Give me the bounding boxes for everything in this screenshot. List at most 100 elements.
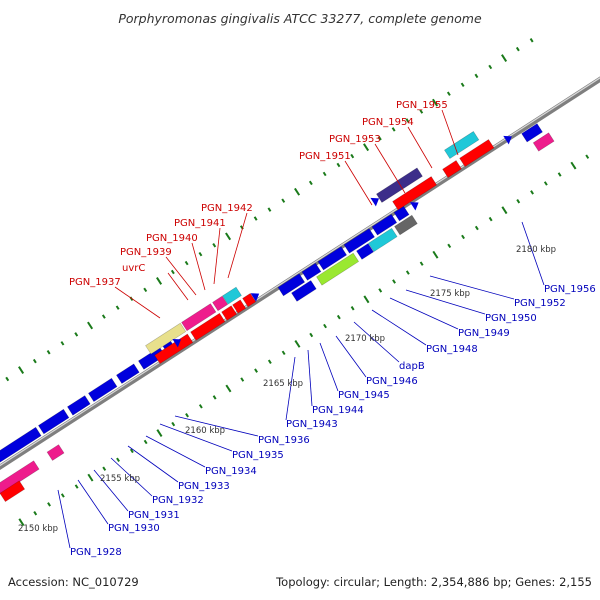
- gene-label: PGN_1956: [544, 284, 596, 295]
- tick-mark: [460, 82, 465, 88]
- tick-mark: [281, 350, 286, 356]
- tick-mark: [419, 261, 424, 266]
- leader-line: [213, 227, 221, 285]
- gene-bar: [115, 363, 140, 384]
- tick-mark: [47, 502, 51, 507]
- tick-mark: [254, 368, 258, 373]
- tick-mark: [225, 384, 232, 393]
- scale-ticks: [5, 37, 590, 527]
- tick-mark: [530, 190, 534, 195]
- tick-mark: [240, 377, 245, 382]
- tick-mark: [156, 277, 163, 285]
- leader-line: [441, 109, 459, 156]
- tick-mark: [350, 153, 355, 159]
- gene-bar: [368, 227, 398, 253]
- tick-mark: [5, 376, 10, 382]
- tick-mark: [570, 161, 577, 170]
- tick-mark: [102, 466, 107, 471]
- strand-arrow: [503, 135, 512, 145]
- gene-label: PGN_1937: [69, 277, 121, 288]
- topology-label: Topology: circular; Length: 2,354,886 bp…: [275, 575, 592, 589]
- tick-mark: [46, 350, 51, 355]
- tick-mark: [18, 366, 25, 374]
- genome-backbone: [0, 76, 600, 470]
- gene-features: [0, 123, 555, 503]
- gene-label: PGN_1934: [205, 466, 257, 477]
- gene-label: PGN_1950: [485, 313, 537, 324]
- tick-mark: [419, 109, 424, 114]
- gene-bar: [444, 131, 480, 159]
- tick-mark: [74, 332, 79, 337]
- tick-mark: [515, 46, 520, 52]
- leader-line: [165, 256, 197, 296]
- leader-line: [57, 489, 71, 549]
- gene-bar: [277, 273, 306, 297]
- scale-labels: 2150 kbp 2155 kbp 2160 kbp 2165 kbp 2170 kbp…: [18, 245, 556, 534]
- tick-mark: [267, 207, 272, 212]
- leader-line: [77, 479, 109, 525]
- leader-line: [389, 297, 459, 330]
- tick-mark: [336, 314, 341, 320]
- leader-line: [335, 335, 367, 378]
- gene-label: PGN_1936: [258, 435, 310, 446]
- leader-line: [374, 143, 406, 194]
- leader-line: [429, 275, 515, 300]
- gene-label: PGN_1945: [338, 390, 390, 401]
- gene-bar: [343, 228, 375, 254]
- tick-mark: [405, 118, 410, 123]
- strand-arrow: [370, 197, 380, 207]
- gene-label: PGN_1954: [362, 117, 414, 128]
- scale-label: 2175 kbp: [430, 289, 470, 299]
- tick-mark: [253, 216, 258, 221]
- tick-mark: [432, 98, 439, 107]
- tick-mark: [405, 270, 410, 275]
- gene-bar: [87, 377, 118, 403]
- tick-mark: [294, 339, 301, 348]
- tick-mark: [391, 127, 396, 132]
- leader-line: [371, 309, 427, 346]
- leader-line: [191, 242, 206, 291]
- tick-mark: [350, 306, 355, 311]
- gene-label: PGN_1940: [146, 233, 198, 244]
- tick-mark: [309, 332, 314, 338]
- tick-mark: [60, 493, 65, 498]
- tick-mark: [516, 199, 521, 204]
- tick-mark: [212, 395, 217, 400]
- leader-line: [145, 435, 206, 468]
- tick-mark: [363, 143, 370, 152]
- tick-mark: [87, 321, 94, 330]
- gene-label: PGN_1930: [108, 523, 160, 534]
- gene-bar: [242, 292, 257, 308]
- gene-label: PGN_1944: [312, 405, 364, 416]
- gene-label: PGN_1948: [426, 344, 478, 355]
- gene-bar: [190, 312, 226, 341]
- tick-mark: [115, 305, 120, 310]
- gene-label: PGN_1953: [329, 134, 381, 145]
- scale-label: 2170 kbp: [345, 334, 385, 344]
- gene-label: PGN_1933: [178, 481, 230, 492]
- gene-bar: [181, 303, 217, 332]
- backbone-highlight: [0, 77, 600, 467]
- gene-label: uvrC: [122, 263, 145, 274]
- gene-label: PGN_1935: [232, 450, 284, 461]
- tick-mark: [461, 234, 465, 240]
- scale-label: 2160 kbp: [185, 426, 225, 436]
- tick-mark: [129, 448, 134, 454]
- leader-line: [127, 445, 179, 483]
- tick-mark: [474, 73, 479, 79]
- tick-mark: [446, 91, 451, 96]
- tick-mark: [501, 206, 508, 215]
- scale-label: 2155 kbp: [100, 474, 140, 484]
- gene-bar: [212, 295, 229, 312]
- tick-mark: [488, 64, 493, 70]
- tick-mark: [171, 421, 176, 427]
- gene-bar: [371, 213, 398, 236]
- tick-mark: [198, 404, 203, 409]
- leader-line: [407, 126, 433, 169]
- map-title: Porphyromonas gingivalis ATCC 33277, com…: [118, 11, 482, 26]
- label-leaders: [57, 109, 545, 549]
- tick-mark: [585, 154, 590, 159]
- leader-line: [227, 212, 248, 279]
